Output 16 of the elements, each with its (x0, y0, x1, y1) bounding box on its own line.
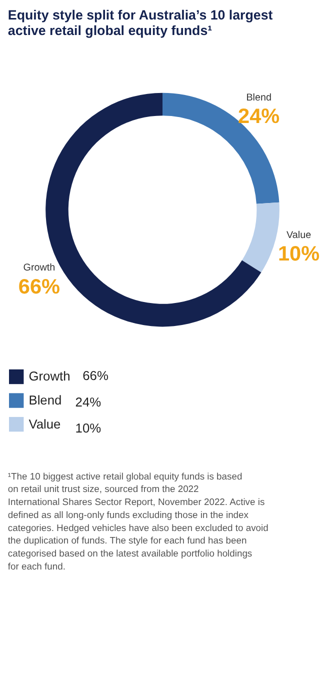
slice-label: Growth (23, 262, 56, 274)
legend-label: Growth (28, 368, 70, 384)
slice-label: Blend (246, 92, 272, 104)
data-label: 24% (238, 105, 280, 128)
legend-label: Blend (28, 392, 62, 408)
legend-label: Value (28, 416, 61, 432)
donut-slice (162, 92, 280, 204)
slice-label: Value (286, 230, 312, 241)
donut-slice (242, 202, 280, 272)
text: ¹The 10 biggest active retail global equity funds is based on retail unit trust size, sourced from the 2022 International Shares Sector Report, November 2022. Active is defined as all long-only funds excluding those in the index categories. Hedged vehicles have also been excluded to avoid the duplication of funds. The style for each fund has been categorised based on the latest available portfolio holdings for each fund. (8, 470, 268, 572)
text: 10% (75, 420, 102, 436)
text: 24% (75, 394, 102, 410)
text: 66% (82, 368, 108, 384)
chart-title: Equity style split for Australia’s 10 largest active retail global equity funds¹ (8, 8, 274, 38)
data-label: 66% (18, 275, 60, 298)
data-label: 10% (278, 242, 320, 266)
